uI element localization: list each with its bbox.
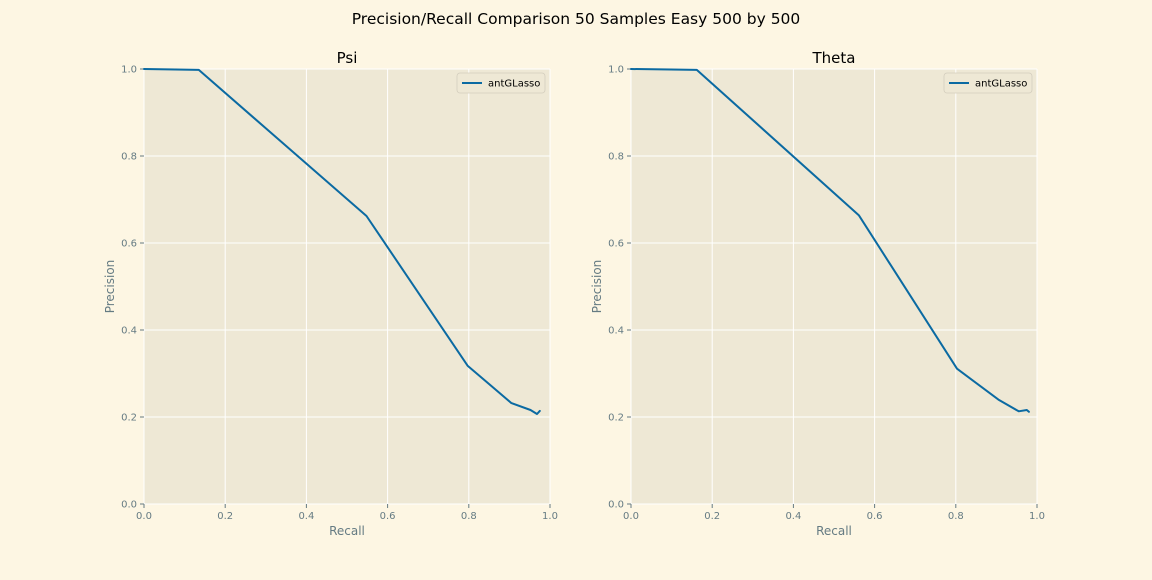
chart-2-grid — [630, 68, 1038, 505]
chart-2-y-tick-label: 0.0 — [608, 500, 624, 511]
chart-1-y-tick-label: 0.2 — [121, 413, 137, 424]
chart-2-y-tick-label: 0.8 — [608, 152, 624, 163]
chart-1-x-tick-label: 1.0 — [542, 511, 558, 522]
chart-2-x-tick-label: 0.2 — [704, 511, 720, 522]
chart-2-title: Theta — [812, 49, 856, 67]
chart-1-grid — [143, 68, 551, 505]
chart-2-y-axis-label: Precision — [590, 260, 604, 314]
chart-1-x-tick-label: 0.4 — [298, 511, 314, 522]
chart-1-y-tick-label: 1.0 — [121, 65, 137, 76]
chart-1-x-tick-label: 0.2 — [217, 511, 233, 522]
chart-2-legend-label: antGLasso — [975, 79, 1027, 90]
chart-2-x-tick-label: 0.6 — [867, 511, 883, 522]
chart-2-y-tick-label: 0.6 — [608, 239, 624, 250]
chart-1-y-tick-label: 0.6 — [121, 239, 137, 250]
chart-1-series-line — [143, 68, 541, 415]
chart-1-title: Psi — [337, 49, 358, 67]
chart-2-y-tick-label: 0.2 — [608, 413, 624, 424]
chart-1-y-tick-label: 0.8 — [121, 152, 137, 163]
chart-1-plot-area — [144, 69, 550, 504]
chart-1-y-axis-label: Precision — [103, 260, 117, 314]
chart-2-plot-area — [631, 69, 1037, 504]
chart-1-x-tick-label: 0.8 — [461, 511, 477, 522]
chart-2-x-tick-label: 1.0 — [1029, 511, 1045, 522]
chart-1-legend-box — [456, 72, 546, 94]
chart-1-legend-label: antGLasso — [488, 79, 540, 90]
chart-1-y-tick-label: 0.4 — [121, 326, 137, 337]
chart-2-x-axis-label: Recall — [816, 524, 852, 538]
chart-1-x-axis-label: Recall — [329, 524, 365, 538]
chart-2-x-tick-label: 0.8 — [948, 511, 964, 522]
chart-2-x-tick-label: 0.4 — [785, 511, 801, 522]
figure-title: Precision/Recall Comparison 50 Samples E… — [352, 10, 801, 28]
chart-1-x-tick-label: 0.6 — [380, 511, 396, 522]
chart-2-y-tick-label: 0.4 — [608, 326, 624, 337]
chart-2-y-tick-label: 1.0 — [608, 65, 624, 76]
chart-2-series-line — [630, 68, 1030, 413]
chart-2-legend-box — [943, 72, 1033, 94]
chart-1-x-tick-label: 0.0 — [136, 511, 152, 522]
chart-1-y-tick-label: 0.0 — [121, 500, 137, 511]
chart-2-x-tick-label: 0.0 — [623, 511, 639, 522]
